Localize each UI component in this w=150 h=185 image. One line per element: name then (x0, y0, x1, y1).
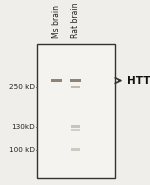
Bar (71, 86, 80, 88)
Bar (71, 148, 80, 151)
Text: 100 kD: 100 kD (9, 147, 35, 153)
Bar (71, 125, 80, 128)
Text: 130kD: 130kD (11, 124, 35, 130)
Bar (70, 79, 81, 82)
Text: Ms brain: Ms brain (52, 5, 61, 38)
Text: Rat brain: Rat brain (71, 2, 80, 38)
FancyBboxPatch shape (38, 43, 115, 178)
Text: 250 kD: 250 kD (9, 84, 35, 90)
Text: HTT: HTT (127, 75, 150, 86)
Bar (51, 79, 62, 82)
Bar (71, 129, 80, 131)
